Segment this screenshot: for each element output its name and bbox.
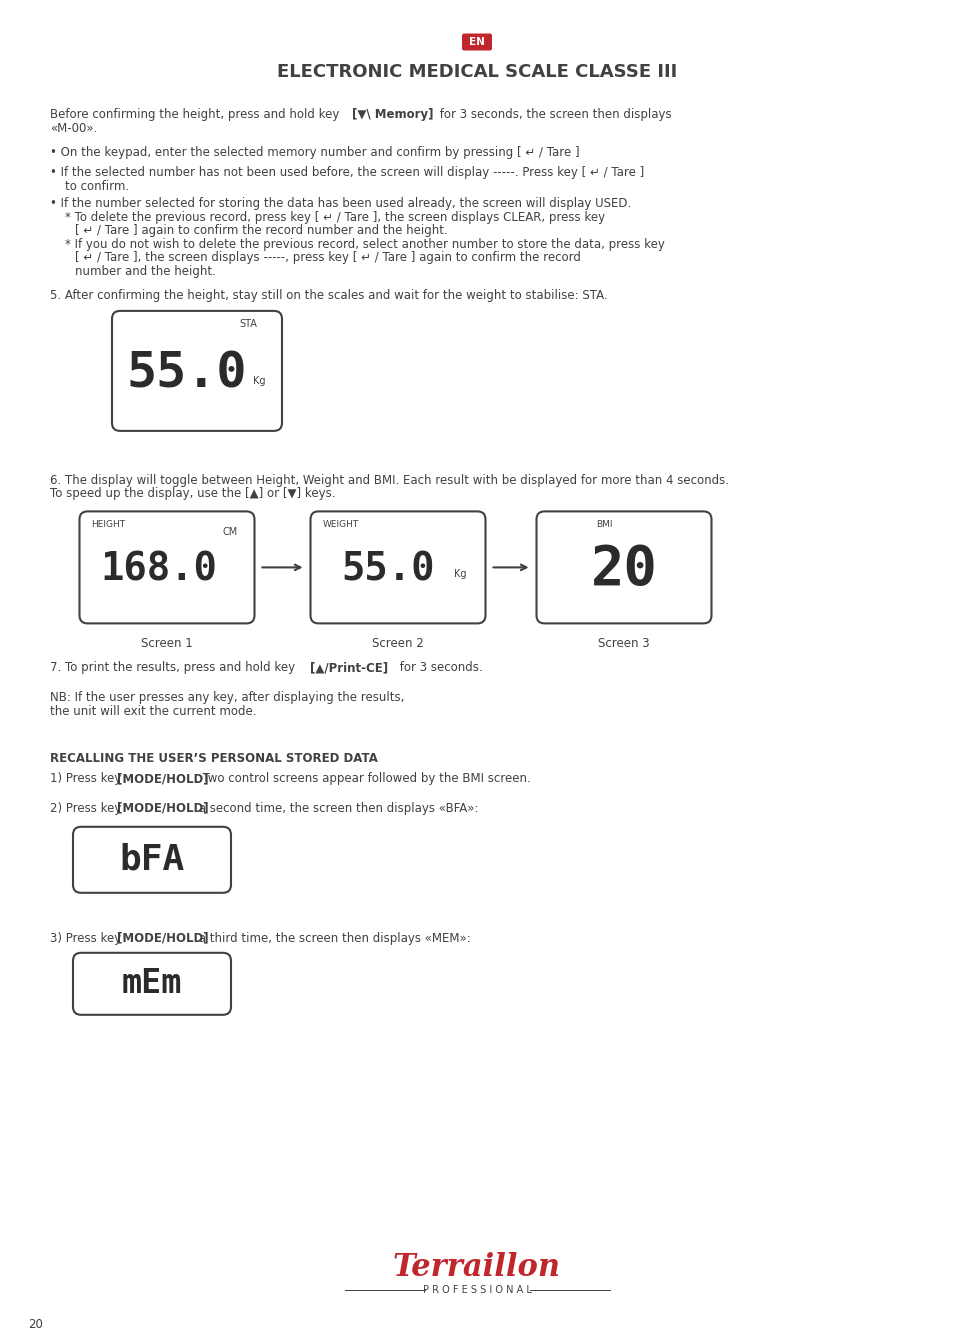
Text: Screen 3: Screen 3	[598, 637, 649, 651]
Text: 6. The display will toggle between Height, Weight and BMI. Each result with be d: 6. The display will toggle between Heigh…	[50, 474, 728, 486]
Text: • On the keypad, enter the selected memory number and confirm by pressing [ ↵ / : • On the keypad, enter the selected memo…	[50, 146, 579, 159]
Text: STA: STA	[239, 319, 256, 329]
Text: NB: If the user presses any key, after displaying the results,: NB: If the user presses any key, after d…	[50, 691, 404, 704]
Text: 1) Press key: 1) Press key	[50, 772, 125, 786]
Text: bFA: bFA	[119, 843, 185, 876]
FancyBboxPatch shape	[536, 512, 711, 624]
Text: WEIGHT: WEIGHT	[322, 521, 358, 529]
Text: To speed up the display, use the [▲] or [▼] keys.: To speed up the display, use the [▲] or …	[50, 488, 335, 501]
Text: [▼\ Memory]: [▼\ Memory]	[352, 108, 433, 122]
FancyBboxPatch shape	[112, 311, 282, 432]
Text: for 3 seconds.: for 3 seconds.	[395, 661, 482, 675]
Text: HEIGHT: HEIGHT	[91, 521, 126, 529]
Text: * To delete the previous record, press key [ ↵ / Tare ], the screen displays CLE: * To delete the previous record, press k…	[65, 211, 604, 223]
Text: [MODE/HOLD]: [MODE/HOLD]	[117, 802, 209, 815]
Text: for 3 seconds, the screen then displays: for 3 seconds, the screen then displays	[436, 108, 671, 122]
FancyBboxPatch shape	[73, 953, 231, 1015]
Text: • If the selected number has not been used before, the screen will display -----: • If the selected number has not been us…	[50, 166, 643, 179]
Text: [▲/Print-CE]: [▲/Print-CE]	[310, 661, 388, 675]
Text: [MODE/HOLD]: [MODE/HOLD]	[117, 931, 209, 945]
Text: Terraillon: Terraillon	[393, 1253, 560, 1284]
Text: 5. After confirming the height, stay still on the scales and wait for the weight: 5. After confirming the height, stay sti…	[50, 289, 607, 302]
Text: «M-00».: «M-00».	[50, 122, 97, 135]
Text: ELECTRONIC MEDICAL SCALE CLASSE III: ELECTRONIC MEDICAL SCALE CLASSE III	[276, 63, 677, 81]
Text: [ ↵ / Tare ] again to confirm the record number and the height.: [ ↵ / Tare ] again to confirm the record…	[75, 224, 447, 236]
Text: BMI: BMI	[596, 521, 613, 529]
Text: P R O F E S S I O N A L: P R O F E S S I O N A L	[422, 1285, 531, 1295]
Text: • If the number selected for storing the data has been used already, the screen : • If the number selected for storing the…	[50, 198, 631, 210]
Text: 3) Press key: 3) Press key	[50, 931, 125, 945]
Text: 20: 20	[28, 1319, 43, 1331]
Text: CM: CM	[223, 528, 238, 537]
Text: 20: 20	[590, 542, 657, 596]
Text: the unit will exit the current mode.: the unit will exit the current mode.	[50, 704, 256, 717]
Text: [ ↵ / Tare ], the screen displays -----, press key [ ↵ / Tare ] again to confirm: [ ↵ / Tare ], the screen displays -----,…	[75, 251, 580, 265]
Text: number and the height.: number and the height.	[75, 265, 215, 278]
FancyBboxPatch shape	[73, 827, 231, 892]
Text: to confirm.: to confirm.	[65, 179, 129, 192]
Text: a second time, the screen then displays «BFA»:: a second time, the screen then displays …	[194, 802, 478, 815]
FancyBboxPatch shape	[79, 512, 254, 624]
Text: 168.0: 168.0	[100, 550, 217, 588]
Text: Kg: Kg	[454, 569, 466, 580]
Text: 55.0: 55.0	[341, 550, 435, 588]
Text: Before confirming the height, press and hold key: Before confirming the height, press and …	[50, 108, 343, 122]
Text: a third time, the screen then displays «MEM»:: a third time, the screen then displays «…	[194, 931, 470, 945]
Text: Kg: Kg	[253, 375, 265, 386]
FancyBboxPatch shape	[461, 33, 492, 51]
Text: EN: EN	[469, 37, 484, 47]
Text: 2) Press key: 2) Press key	[50, 802, 125, 815]
FancyBboxPatch shape	[310, 512, 485, 624]
Text: * If you do not wish to delete the previous record, select another number to sto: * If you do not wish to delete the previ…	[65, 238, 664, 251]
Text: Screen 1: Screen 1	[141, 637, 193, 651]
Text: mEm: mEm	[122, 967, 182, 1001]
Text: RECALLING THE USER’S PERSONAL STORED DATA: RECALLING THE USER’S PERSONAL STORED DAT…	[50, 752, 377, 764]
Text: Screen 2: Screen 2	[372, 637, 423, 651]
Text: [MODE/HOLD]: [MODE/HOLD]	[117, 772, 209, 786]
Text: 55.0: 55.0	[127, 350, 247, 398]
Text: 7. To print the results, press and hold key: 7. To print the results, press and hold …	[50, 661, 298, 675]
Text: . Two control screens appear followed by the BMI screen.: . Two control screens appear followed by…	[194, 772, 530, 786]
